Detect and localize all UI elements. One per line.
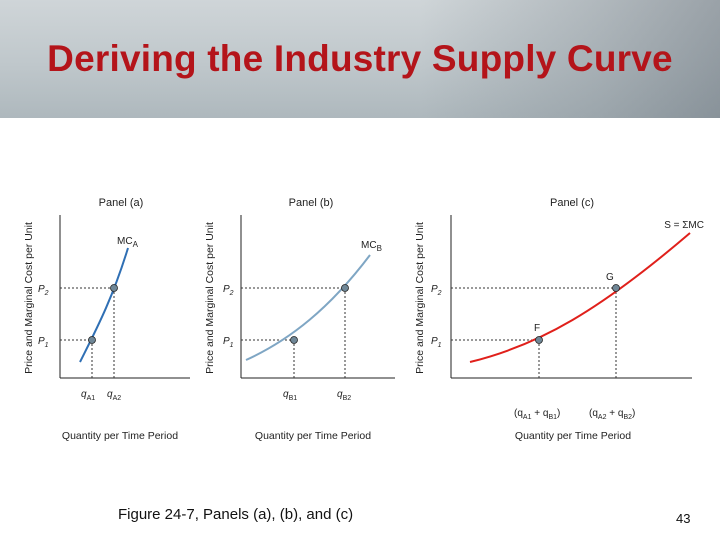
panel-c-y-axis-title: Price and Marginal Cost per Unit — [414, 222, 426, 374]
mc-a-curve — [79, 247, 129, 363]
panel-b-y-axis-title: Price and Marginal Cost per Unit — [204, 222, 216, 374]
supply-curve — [469, 232, 691, 363]
panel-b-x-axis-title: Quantity per Time Period — [255, 430, 371, 442]
mc-b-curve — [245, 254, 371, 361]
point-f — [535, 336, 543, 344]
panel-c-q1-label: (qA1 + qB1) — [514, 408, 560, 421]
panel-b-p2-label: P2 — [223, 284, 234, 297]
panel-a-label: Panel (a) — [99, 197, 144, 209]
panel-b-p1-label: P1 — [223, 336, 234, 349]
header-photo — [420, 0, 720, 118]
header-banner — [0, 0, 720, 118]
panel-a-p2-label: P2 — [38, 284, 49, 297]
panel-c-q2-label: (qA2 + qB2) — [589, 408, 635, 421]
panel-b: Panel (b) Price and Marginal Cost per Un… — [204, 197, 395, 442]
figure-caption: Figure 24-7, Panels (a), (b), and (c) — [118, 506, 354, 523]
panel-c-p1-label: P1 — [431, 336, 442, 349]
panel-b-point-p2 — [341, 284, 349, 292]
panel-a-point-p2 — [110, 284, 118, 292]
supply-curve-label: S = ΣMC — [664, 220, 704, 231]
mc-b-label: MCB — [361, 240, 382, 253]
mc-a-label: MCA — [117, 236, 139, 249]
panel-a-p1-label: P1 — [38, 336, 49, 349]
slide-title: Deriving the Industry Supply Curve — [47, 38, 673, 79]
point-f-label: F — [534, 323, 540, 334]
panel-a-qa2-label: qA2 — [107, 389, 121, 402]
panel-b-label: Panel (b) — [289, 197, 334, 209]
panel-a-x-axis-title: Quantity per Time Period — [62, 430, 178, 442]
page-number: 43 — [676, 511, 691, 526]
panel-a-qa1-label: qA1 — [81, 389, 95, 402]
panel-b-qb1-label: qB1 — [283, 389, 297, 402]
panel-c-label: Panel (c) — [550, 197, 594, 209]
panel-a-y-axis-title: Price and Marginal Cost per Unit — [23, 222, 35, 374]
panel-c-x-axis-title: Quantity per Time Period — [515, 430, 631, 442]
point-g — [612, 284, 620, 292]
point-g-label: G — [606, 272, 614, 283]
panel-a: Panel (a) Price and Marginal Cost per Un… — [23, 197, 190, 442]
panel-b-point-p1 — [290, 336, 298, 344]
panel-c: Panel (c) Price and Marginal Cost per Un… — [414, 197, 704, 442]
panel-a-point-p1 — [88, 336, 96, 344]
panel-c-p2-label: P2 — [431, 284, 442, 297]
panel-b-qb2-label: qB2 — [337, 389, 351, 402]
